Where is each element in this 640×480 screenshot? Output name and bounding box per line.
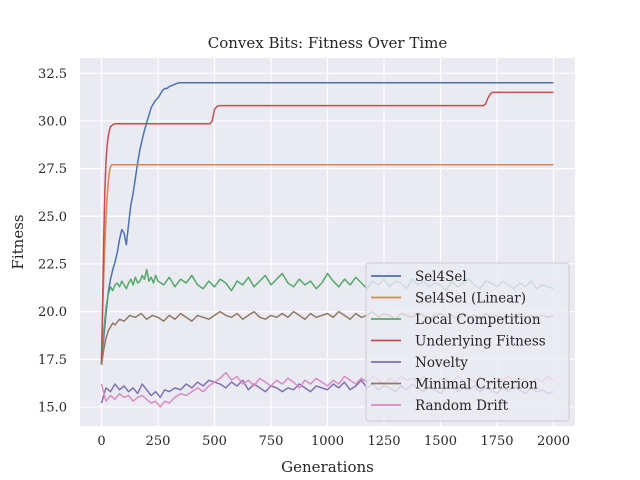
y-tick-labels: 15.0 17.5 20.0 22.5 25.0 27.5 30.0 32.5 (38, 67, 67, 416)
y-tick-label: 22.5 (38, 257, 67, 272)
legend-label-6: Random Drift (415, 398, 509, 414)
legend-box (365, 262, 570, 422)
x-tick-label: 1750 (480, 434, 513, 449)
y-tick-label: 27.5 (38, 162, 67, 177)
y-tick-label: 20.0 (38, 305, 67, 320)
y-tick-label: 30.0 (38, 114, 67, 129)
x-tick-label: 0 (97, 434, 105, 449)
y-tick-label: 25.0 (38, 210, 67, 225)
x-tick-label: 1250 (367, 434, 400, 449)
chart-title: Convex Bits: Fitness Over Time (208, 34, 448, 52)
series-line-0 (100, 82, 554, 364)
legend-label-2: Local Competition (415, 312, 541, 328)
series-line-3 (100, 91, 554, 364)
x-tick-labels: 0 250 500 750 1000 1250 1500 1750 2000 (97, 434, 570, 449)
x-tick-label: 2000 (537, 434, 570, 449)
legend-label-3: Underlying Fitness (415, 334, 546, 350)
x-axis-label: Generations (281, 458, 374, 476)
x-tick-label: 500 (202, 434, 227, 449)
x-tick-label: 750 (259, 434, 284, 449)
legend: Sel4Sel Sel4Sel (Linear) Local Competition… (365, 262, 570, 422)
legend-label-4: Novelty (415, 355, 468, 371)
y-tick-label: 15.0 (38, 400, 67, 415)
x-tick-label: 1500 (424, 434, 457, 449)
x-tick-label: 1000 (311, 434, 344, 449)
series-line-1 (100, 164, 554, 360)
y-axis-label: Fitness (9, 214, 27, 269)
x-tick-label: 250 (146, 434, 171, 449)
legend-label-0: Sel4Sel (415, 269, 467, 285)
legend-label-5: Minimal Criterion (415, 377, 538, 393)
legend-label-1: Sel4Sel (Linear) (415, 291, 526, 307)
y-tick-label: 32.5 (38, 67, 67, 82)
y-tick-label: 17.5 (38, 353, 67, 368)
